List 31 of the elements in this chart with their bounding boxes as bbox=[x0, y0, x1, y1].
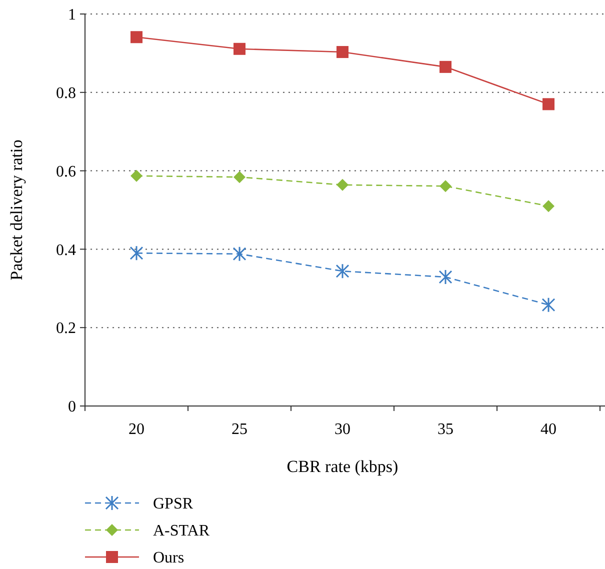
point bbox=[440, 180, 452, 192]
y-tick-label: 0.2 bbox=[56, 320, 76, 338]
point bbox=[438, 269, 452, 285]
legend-label: A-STAR bbox=[153, 522, 210, 540]
y-axis-title: Packet delivery ratio bbox=[7, 140, 26, 280]
point bbox=[130, 31, 142, 44]
point bbox=[542, 98, 554, 110]
point bbox=[234, 171, 246, 184]
x-tick-label: 20 bbox=[128, 421, 144, 438]
x-tick-label: 25 bbox=[232, 421, 248, 438]
point bbox=[336, 263, 350, 279]
y-tick-label: 0.8 bbox=[56, 85, 76, 102]
y-tick-label: 0.6 bbox=[56, 163, 76, 180]
y-tick-label: 0 bbox=[68, 398, 76, 416]
point bbox=[130, 245, 144, 261]
x-tick-label: 30 bbox=[334, 421, 350, 438]
point bbox=[130, 170, 142, 182]
legend-label: Ours bbox=[153, 550, 184, 567]
point bbox=[232, 246, 246, 262]
point bbox=[336, 178, 348, 191]
legend-label: GPSR bbox=[153, 496, 194, 513]
point bbox=[542, 200, 554, 212]
x-tick-label: 35 bbox=[438, 421, 454, 438]
point bbox=[234, 42, 246, 55]
point bbox=[542, 297, 556, 313]
x-axis-title: CBR rate (kbps) bbox=[286, 457, 398, 476]
y-tick-label: 1 bbox=[68, 6, 76, 24]
point bbox=[336, 46, 348, 58]
x-tick-label: 40 bbox=[540, 421, 556, 438]
point bbox=[440, 60, 452, 73]
y-tick-label: 0.4 bbox=[56, 242, 76, 259]
